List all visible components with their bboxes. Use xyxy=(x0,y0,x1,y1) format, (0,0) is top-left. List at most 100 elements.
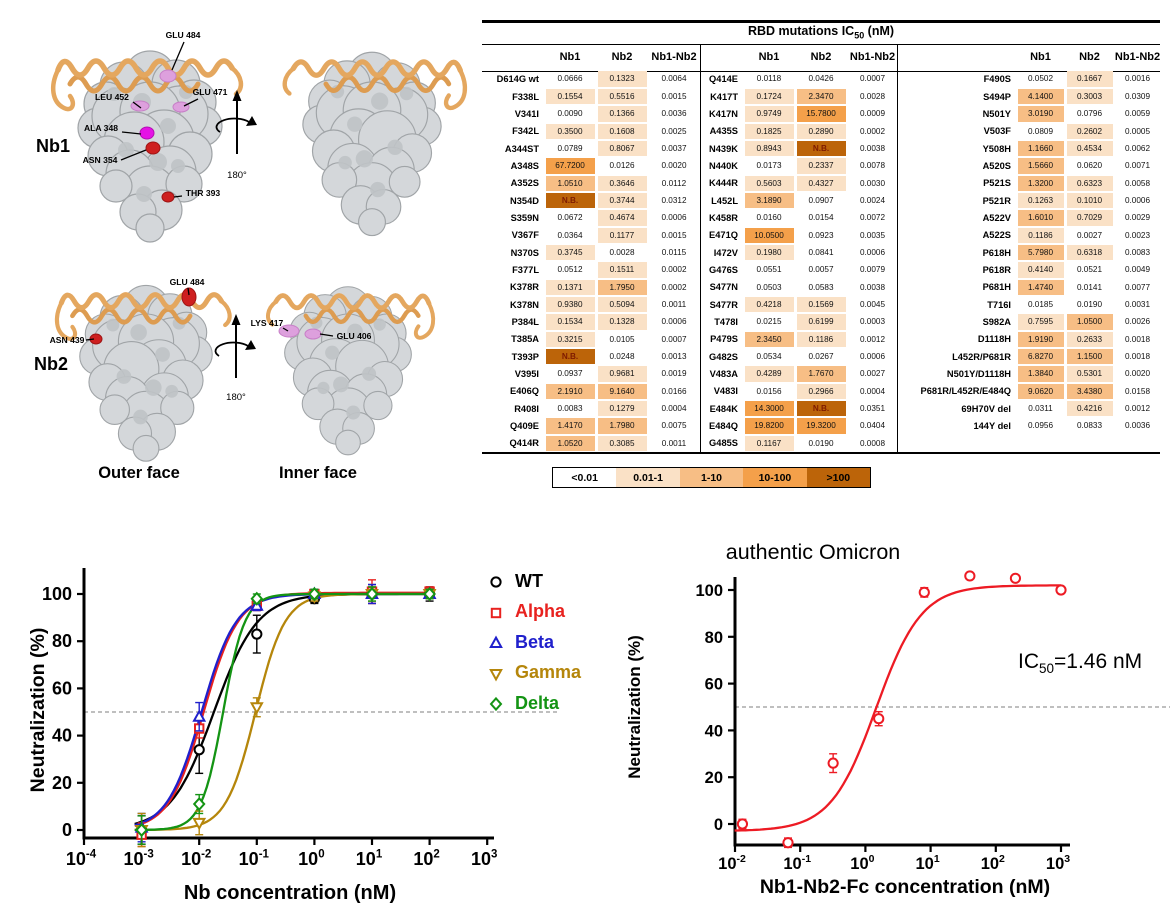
ic50-cell: 0.0003 xyxy=(859,317,886,327)
ic50-cell: 0.1608 xyxy=(596,123,648,140)
ic50-cell: 0.5301 xyxy=(1065,365,1114,382)
mutation-label: T393P xyxy=(511,351,539,362)
ic50-cell: 0.1371 xyxy=(544,279,596,296)
mutation-label: P521S xyxy=(983,178,1011,189)
ic50-cell: 0.1980 xyxy=(743,244,795,261)
table-title: RBD mutations IC50 (nM) xyxy=(747,24,895,41)
ic50-cell: 0.2890 xyxy=(795,123,847,140)
mutation-label: G482S xyxy=(709,351,738,362)
ic50-cell: 67.7200 xyxy=(544,157,596,174)
ic50-cell: 0.0190 xyxy=(1076,299,1103,309)
data-point-triangle-up xyxy=(192,709,207,722)
ic50-cell: 0.0020 xyxy=(1124,369,1151,379)
triangle-down-marker-icon xyxy=(489,668,503,682)
mutation-label: E484K xyxy=(709,403,738,414)
ic50-cell: 1.5660 xyxy=(1016,157,1065,174)
table-rule-under-headers xyxy=(482,70,1160,73)
column-header: Nb1-Nb2 xyxy=(1114,51,1161,63)
mutation-label: E471Q xyxy=(709,230,738,241)
ic50-cell: 0.6323 xyxy=(1065,175,1114,192)
residue-annotation-label: GLU 484 xyxy=(170,277,205,287)
mutation-label: A344ST xyxy=(504,143,539,154)
mutation-label: N354D xyxy=(510,195,539,206)
ic50-cell: 0.3744 xyxy=(596,192,648,209)
ic50-cell: 0.0141 xyxy=(1076,282,1103,292)
x-tick-label: 10-1 xyxy=(783,853,811,873)
data-point-triangle-down xyxy=(249,702,264,715)
data-point-circle xyxy=(782,837,794,849)
ic50-cell: 0.4327 xyxy=(795,175,847,192)
ic50-cell: 0.0551 xyxy=(756,265,782,275)
ic50-cell: 0.0019 xyxy=(661,369,687,379)
ic50-cell: 1.3840 xyxy=(1016,365,1065,382)
protein-structure-panel: Nb1 Nb2 180° 180° Outer face Inner face … xyxy=(34,30,480,482)
heat-legend-cell: 10-100 xyxy=(743,468,807,487)
mutation-label: F342L xyxy=(512,126,539,137)
ic50-cell: 0.0006 xyxy=(661,213,687,223)
ic50-cell: 0.0672 xyxy=(557,213,583,223)
ic50-cell: 0.0031 xyxy=(1124,299,1151,309)
ic50-cell: 0.0004 xyxy=(661,404,687,413)
ic50-cell: 0.5516 xyxy=(596,88,648,105)
x-tick-label: 101 xyxy=(356,848,383,869)
ic50-cell: 0.0018 xyxy=(1124,351,1151,361)
ic50-cell: 0.1186 xyxy=(795,331,847,348)
fit-curve-omicron xyxy=(734,584,1061,832)
ic50-cell: 0.0012 xyxy=(1124,404,1151,413)
data-point-diamond xyxy=(308,586,321,602)
ic50-cell: 0.4289 xyxy=(743,365,795,382)
rbd-mutations-table: RBD mutations IC50 (nM) Nb1 Nb2 Nb1-Nb2 D61… xyxy=(482,18,1160,488)
diamond-marker-icon xyxy=(489,697,503,712)
ic50-cell: 0.3646 xyxy=(596,175,648,192)
ic50-cell: 0.9681 xyxy=(596,365,648,382)
ic50-cell: 0.0079 xyxy=(859,265,886,275)
legend-label: Beta xyxy=(515,631,555,652)
variant-legend: WT Alpha Beta Gamma Delta xyxy=(486,566,581,719)
mutation-label: A520S xyxy=(982,160,1011,171)
ic50-cell: 0.2337 xyxy=(795,157,847,174)
ic50-cell: 0.0248 xyxy=(609,351,635,361)
ic50-cell: 0.1569 xyxy=(795,296,847,313)
annotation-leader-line xyxy=(132,101,142,109)
ic50-cell: 0.0005 xyxy=(1124,126,1151,136)
mutation-label: S477N xyxy=(709,282,738,293)
column-header: Nb2 xyxy=(611,51,633,63)
ic50-cell: 2.3450 xyxy=(743,331,795,348)
ic50-cell: 1.7670 xyxy=(795,365,847,382)
annotation-leader-line xyxy=(187,287,190,296)
fit-curve-delta xyxy=(134,592,430,832)
legend-label: Delta xyxy=(515,692,560,713)
ic50-cell: 0.0502 xyxy=(1027,74,1054,84)
mutation-label: K417T xyxy=(710,91,738,102)
mutation-label: K378R xyxy=(510,282,539,293)
data-point-circle xyxy=(1055,584,1067,596)
heat-legend-cell: >100 xyxy=(806,468,871,487)
circle-marker-icon xyxy=(490,576,502,588)
ic50-cell: 0.0029 xyxy=(1124,213,1151,223)
x-axis-label: Nb concentration (nM) xyxy=(184,882,396,904)
x-tick-label: 101 xyxy=(915,853,939,873)
ic50-cell: 0.0058 xyxy=(1124,178,1151,188)
ic50-cell: 0.3085 xyxy=(596,435,648,452)
y-tick-label: 60 xyxy=(52,678,72,698)
mutation-label: L452L xyxy=(711,195,738,206)
ic50-cell: 0.0077 xyxy=(1124,282,1151,292)
ic50-cell: 4.1400 xyxy=(1016,88,1065,105)
mutation-label: E406Q xyxy=(510,386,539,397)
residue-annotation-label: LYS 417 xyxy=(251,318,284,328)
ic50-cell: 1.4170 xyxy=(544,417,596,434)
ic50-cell: 6.8270 xyxy=(1016,348,1065,365)
ic50-cell: 0.1534 xyxy=(544,313,596,330)
mutation-label: A522S xyxy=(982,230,1011,241)
ic50-cell: 0.7029 xyxy=(1065,209,1114,226)
ic50-cell: 0.0006 xyxy=(1124,195,1151,205)
x-tick-label: 103 xyxy=(471,848,497,869)
legend-label: Alpha xyxy=(515,601,566,622)
ic50-cell: 0.0666 xyxy=(557,74,583,84)
ic50-cell: 0.0038 xyxy=(859,282,886,292)
mutation-label: F338L xyxy=(512,91,539,102)
ic50-cell: 0.1511 xyxy=(596,261,648,278)
rotation-degree-label-2: 180° xyxy=(226,392,246,403)
ic50-cell: 0.0015 xyxy=(661,230,687,240)
